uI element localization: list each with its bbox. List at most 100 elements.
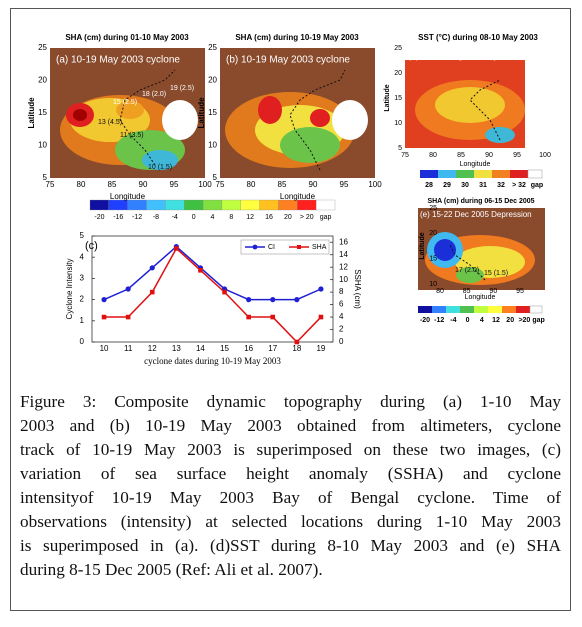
lat-tick-label: 15 <box>429 256 437 263</box>
colorbar-label: gap <box>320 214 332 221</box>
lat-tick-label: 10 <box>394 120 402 127</box>
lon-tick-label: 80 <box>247 180 256 189</box>
colorbar-cell <box>278 199 298 211</box>
colorbar-label: 12 <box>246 214 254 221</box>
caption-line: track of 10-19 May 2003 is superimposed … <box>20 440 561 459</box>
x-axis-label: Longitude <box>465 294 496 301</box>
map-annotation: 10 (1.5) <box>148 164 172 171</box>
lat-tick-label: 20 <box>394 70 402 77</box>
series-marker <box>294 297 300 303</box>
colorbar-label: 16 <box>265 214 273 221</box>
y2-axis-label: SSHA (cm) <box>353 269 362 309</box>
lon-tick-label: 80 <box>77 180 86 189</box>
panel-title: SHA (cm) during 06-15 Dec 2005 <box>427 198 534 205</box>
map-d <box>405 48 545 148</box>
lon-tick-label: 100 <box>198 180 212 189</box>
lon-tick-label: 85 <box>278 180 287 189</box>
panel-title: SST (°C) during 08-10 May 2003 <box>418 33 538 42</box>
x-tick-label: 15 <box>220 344 229 353</box>
x-axis-label: Longitude <box>280 192 316 201</box>
lat-tick-label: 5 <box>43 173 48 182</box>
map-annotation: 11 (3.5) <box>120 132 144 139</box>
colorbar-d <box>420 169 543 179</box>
y-axis-label: Latitude <box>197 97 206 129</box>
colorbar-label: -4 <box>172 214 178 221</box>
caption-line: is superimposed in (a). (d)SST during 8-… <box>20 536 561 555</box>
y-axis-label: Cyclone Intensity <box>65 259 74 320</box>
figure: SHA (cm) during 01-10 May 2003 SHA (cm) … <box>27 33 551 366</box>
x-tick-label: 18 <box>292 344 301 353</box>
colorbar-label: 28 <box>425 182 433 189</box>
y-axis-label: Latitude <box>384 84 391 111</box>
series-marker <box>101 314 107 320</box>
lon-tick-label: 90 <box>489 288 497 295</box>
plot-frame <box>91 235 334 343</box>
series-marker <box>198 267 203 273</box>
lat-tick-label: 20 <box>208 76 217 85</box>
colorbar-cell <box>259 199 279 211</box>
colorbar-cell <box>127 199 147 211</box>
colorbar-label: -16 <box>113 214 123 221</box>
x-tick-label: 13 <box>172 344 181 353</box>
panel-label: (d) 10-19 May 2003 cyclone <box>408 50 520 60</box>
map-annotation: 13 (4.5) <box>98 119 122 126</box>
series-marker <box>318 314 324 320</box>
map-annotation: 15 (1.5) <box>484 270 508 277</box>
map-e <box>418 208 545 290</box>
colorbar-label: > 32 <box>512 182 526 189</box>
y2-tick-label: 10 <box>339 275 348 284</box>
colorbar-cell <box>316 199 336 211</box>
legend-label: SHA <box>312 244 327 251</box>
lon-tick-label: 80 <box>436 288 444 295</box>
colorbar-label: 30 <box>461 182 469 189</box>
colorbar-label: 0 <box>192 214 196 221</box>
lat-tick-label: 20 <box>429 230 437 237</box>
lon-tick-label: 100 <box>368 180 382 189</box>
panel-label: (e) 15-22 Dec 2005 Depression <box>420 210 532 219</box>
map-b <box>220 48 375 178</box>
y2-tick-label: 0 <box>339 337 344 346</box>
lat-tick-label: 15 <box>38 108 47 117</box>
lon-tick-label: 80 <box>429 152 437 159</box>
colorbar-label: 8 <box>229 214 233 221</box>
figure-frame <box>10 8 571 611</box>
y2-tick-label: 2 <box>339 325 344 334</box>
colorbar-label: > 20 <box>300 214 314 221</box>
series-marker <box>149 265 155 271</box>
colorbar-label: 29 <box>443 182 451 189</box>
colorbar-label: 0 <box>466 317 470 324</box>
y2-tick-label: 8 <box>339 287 344 296</box>
panel-label: (a) 10-19 May 2003 cyclone <box>56 55 180 66</box>
colorbar <box>89 199 336 211</box>
lat-tick-label: 10 <box>208 141 217 150</box>
panel-label: (c) <box>85 240 98 252</box>
y-tick-label: 1 <box>80 316 85 325</box>
y2-tick-label: 16 <box>339 237 348 246</box>
colorbar-label: 12 <box>492 317 500 324</box>
x-axis-label: Longitude <box>110 192 146 201</box>
series-marker <box>101 297 107 303</box>
lon-tick-label: 75 <box>46 180 55 189</box>
map-a <box>50 48 205 178</box>
lat-tick-label: 15 <box>394 95 402 102</box>
colorbar-label: gap <box>531 182 543 189</box>
lon-tick-label: 85 <box>108 180 117 189</box>
lon-tick-label: 90 <box>309 180 318 189</box>
panel-label: (b) 10-19 May 2003 cyclone <box>226 55 350 66</box>
series-marker <box>174 246 179 251</box>
colorbar-cell <box>89 199 109 211</box>
series-marker <box>125 314 131 320</box>
colorbar-label: -8 <box>153 214 159 221</box>
x-tick-label: 11 <box>124 344 133 353</box>
x-axis-label: Longitude <box>460 161 491 168</box>
colorbar-e <box>418 305 543 314</box>
series-marker <box>294 339 300 345</box>
colorbar-cell <box>221 199 241 211</box>
legend-marker <box>297 245 301 249</box>
y-tick-label: 2 <box>80 295 85 304</box>
lon-tick-label: 75 <box>216 180 225 189</box>
colorbar-label: >20 <box>518 317 530 324</box>
lon-tick-label: 90 <box>485 152 493 159</box>
series-marker <box>125 286 131 292</box>
y2-tick-label: 6 <box>339 300 344 309</box>
